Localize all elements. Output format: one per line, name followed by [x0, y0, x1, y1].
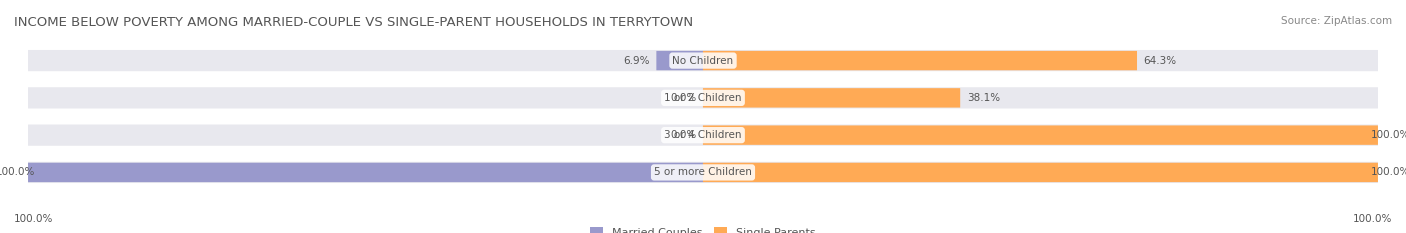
FancyBboxPatch shape — [703, 163, 1378, 182]
Text: 100.0%: 100.0% — [0, 168, 35, 177]
FancyBboxPatch shape — [703, 125, 1378, 145]
Text: 100.0%: 100.0% — [1371, 130, 1406, 140]
FancyBboxPatch shape — [28, 162, 1378, 183]
FancyBboxPatch shape — [28, 124, 1378, 146]
FancyBboxPatch shape — [28, 87, 1378, 109]
Text: 100.0%: 100.0% — [14, 214, 53, 224]
Text: 5 or more Children: 5 or more Children — [654, 168, 752, 177]
Text: 1 or 2 Children: 1 or 2 Children — [664, 93, 742, 103]
Text: Source: ZipAtlas.com: Source: ZipAtlas.com — [1281, 16, 1392, 26]
Text: 64.3%: 64.3% — [1143, 56, 1177, 65]
Text: 100.0%: 100.0% — [1353, 214, 1392, 224]
FancyBboxPatch shape — [28, 163, 703, 182]
Text: INCOME BELOW POVERTY AMONG MARRIED-COUPLE VS SINGLE-PARENT HOUSEHOLDS IN TERRYTO: INCOME BELOW POVERTY AMONG MARRIED-COUPL… — [14, 16, 693, 29]
Text: 100.0%: 100.0% — [1371, 168, 1406, 177]
FancyBboxPatch shape — [703, 51, 1137, 70]
FancyBboxPatch shape — [703, 88, 960, 108]
Text: 0.0%: 0.0% — [671, 130, 696, 140]
Text: 0.0%: 0.0% — [671, 93, 696, 103]
Legend: Married Couples, Single Parents: Married Couples, Single Parents — [586, 223, 820, 233]
Text: 38.1%: 38.1% — [967, 93, 1000, 103]
Text: 6.9%: 6.9% — [623, 56, 650, 65]
FancyBboxPatch shape — [657, 51, 703, 70]
Text: No Children: No Children — [672, 56, 734, 65]
FancyBboxPatch shape — [28, 50, 1378, 71]
Text: 3 or 4 Children: 3 or 4 Children — [664, 130, 742, 140]
